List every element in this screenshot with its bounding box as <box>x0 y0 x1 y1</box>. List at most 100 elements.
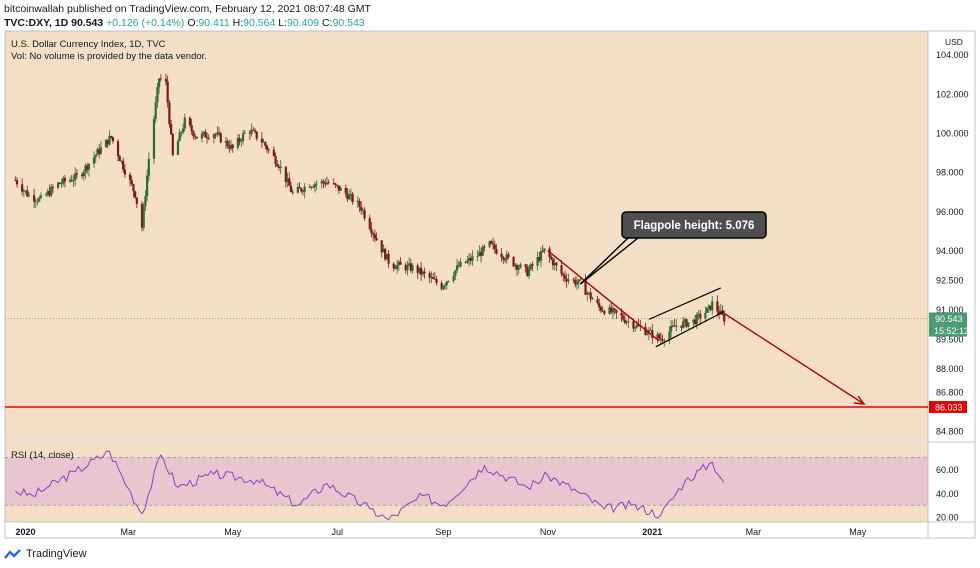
candle-body <box>560 265 563 274</box>
callout-pointer <box>579 237 629 285</box>
candle-body <box>531 264 534 266</box>
candle-body <box>709 305 712 311</box>
candle-body <box>603 311 606 314</box>
candle-body <box>164 79 168 82</box>
candle-body <box>694 319 697 325</box>
candle-body <box>541 251 544 253</box>
close-value: 90.543 <box>332 17 365 29</box>
symbol-line: TVC:DXY, 1D 90.543 +0.126 (+0.14%) O:90.… <box>4 17 365 29</box>
candle-body <box>457 265 460 267</box>
support-price-text: 86.033 <box>935 403 963 413</box>
rsi-tick-label: 60.00 <box>936 465 959 475</box>
candle-body <box>567 279 570 282</box>
candle-body <box>476 256 479 257</box>
candle-body <box>500 253 503 258</box>
price-tick-label: 104.000 <box>936 50 969 60</box>
candle-body <box>538 257 541 261</box>
candle-body <box>572 279 575 281</box>
candle-body <box>298 186 301 189</box>
candle-body <box>158 78 161 88</box>
price-tick-label: 100.000 <box>936 129 969 139</box>
candle-body <box>106 139 109 145</box>
candle-body <box>550 256 553 260</box>
candle-body <box>620 312 623 316</box>
candle-body <box>80 174 84 177</box>
candle-body <box>370 228 373 234</box>
tradingview-brand[interactable]: TradingView <box>4 548 87 560</box>
candle-body <box>144 196 147 207</box>
rsi-line <box>14 450 725 521</box>
candle-body <box>63 178 67 182</box>
candle-body <box>432 277 435 279</box>
candle-body <box>675 325 678 327</box>
main-pane-background <box>5 31 928 441</box>
candle-body <box>312 186 315 188</box>
candle-body <box>27 195 31 197</box>
last-price-tag <box>929 312 967 325</box>
candle-body <box>637 324 640 326</box>
candle-body <box>649 330 652 331</box>
chart-canvas[interactable]: 104.000 102.000 100.000 98.000 96.000 94.000 9… <box>0 0 980 545</box>
candle-body <box>717 311 721 315</box>
candle-body <box>591 298 594 300</box>
candle-body <box>442 286 445 290</box>
candle-body <box>562 273 565 276</box>
candle-body <box>72 180 75 182</box>
candle-body <box>613 308 616 310</box>
candle-body <box>192 130 195 137</box>
candle-body <box>471 256 474 261</box>
candle-body <box>673 325 676 327</box>
candle-body <box>231 144 234 148</box>
candle-body <box>440 282 443 290</box>
candle-body <box>723 314 726 322</box>
candle-body <box>503 259 507 261</box>
candle-body <box>555 262 558 266</box>
candle-body <box>502 257 505 260</box>
open-value: 90.411 <box>198 17 230 29</box>
candle-body <box>478 251 481 257</box>
candle-body <box>204 131 207 138</box>
candle-body <box>276 164 279 167</box>
price-tick-label: 96.000 <box>936 207 964 217</box>
candle-body <box>146 175 149 197</box>
candle-body <box>62 178 65 184</box>
candle-body <box>214 134 217 136</box>
candle-body <box>111 136 114 142</box>
candle-body <box>170 124 173 135</box>
time-tick-label: Jul <box>331 527 343 537</box>
candle-body <box>627 321 630 323</box>
candle-body <box>87 163 91 170</box>
price-tick-label: 92.500 <box>936 276 964 286</box>
candle-body <box>74 173 77 181</box>
candle-body <box>135 197 138 204</box>
flagpole-line <box>547 250 660 342</box>
candle-body <box>324 182 327 185</box>
candle-body <box>608 307 611 314</box>
time-tick-label: Mar <box>746 527 762 537</box>
candle-body <box>387 253 390 264</box>
candle-body <box>21 184 24 192</box>
candle-body <box>279 166 282 169</box>
candle-body <box>68 179 72 182</box>
candle-body <box>156 87 159 103</box>
candle-body <box>416 265 419 273</box>
candle-body <box>601 310 604 312</box>
support-price-tag <box>929 401 967 414</box>
open-label: O: <box>187 17 199 29</box>
candle-body <box>488 241 491 247</box>
candle-body <box>384 248 387 260</box>
candle-body <box>524 264 527 267</box>
candle-body <box>34 201 37 203</box>
candle-body <box>44 194 48 196</box>
candle-body <box>58 182 61 184</box>
candle-body <box>409 263 412 271</box>
time-tick-label: Sep <box>435 527 451 537</box>
candle-body <box>142 206 145 228</box>
candle-body <box>356 200 359 203</box>
candle-body <box>291 191 294 193</box>
symbol[interactable]: TVC:DXY, 1D <box>4 17 69 29</box>
candle-body <box>493 244 496 250</box>
tradingview-logo-icon <box>4 548 21 559</box>
candle-body <box>132 184 135 192</box>
price-tick-label: 88.000 <box>936 364 964 374</box>
